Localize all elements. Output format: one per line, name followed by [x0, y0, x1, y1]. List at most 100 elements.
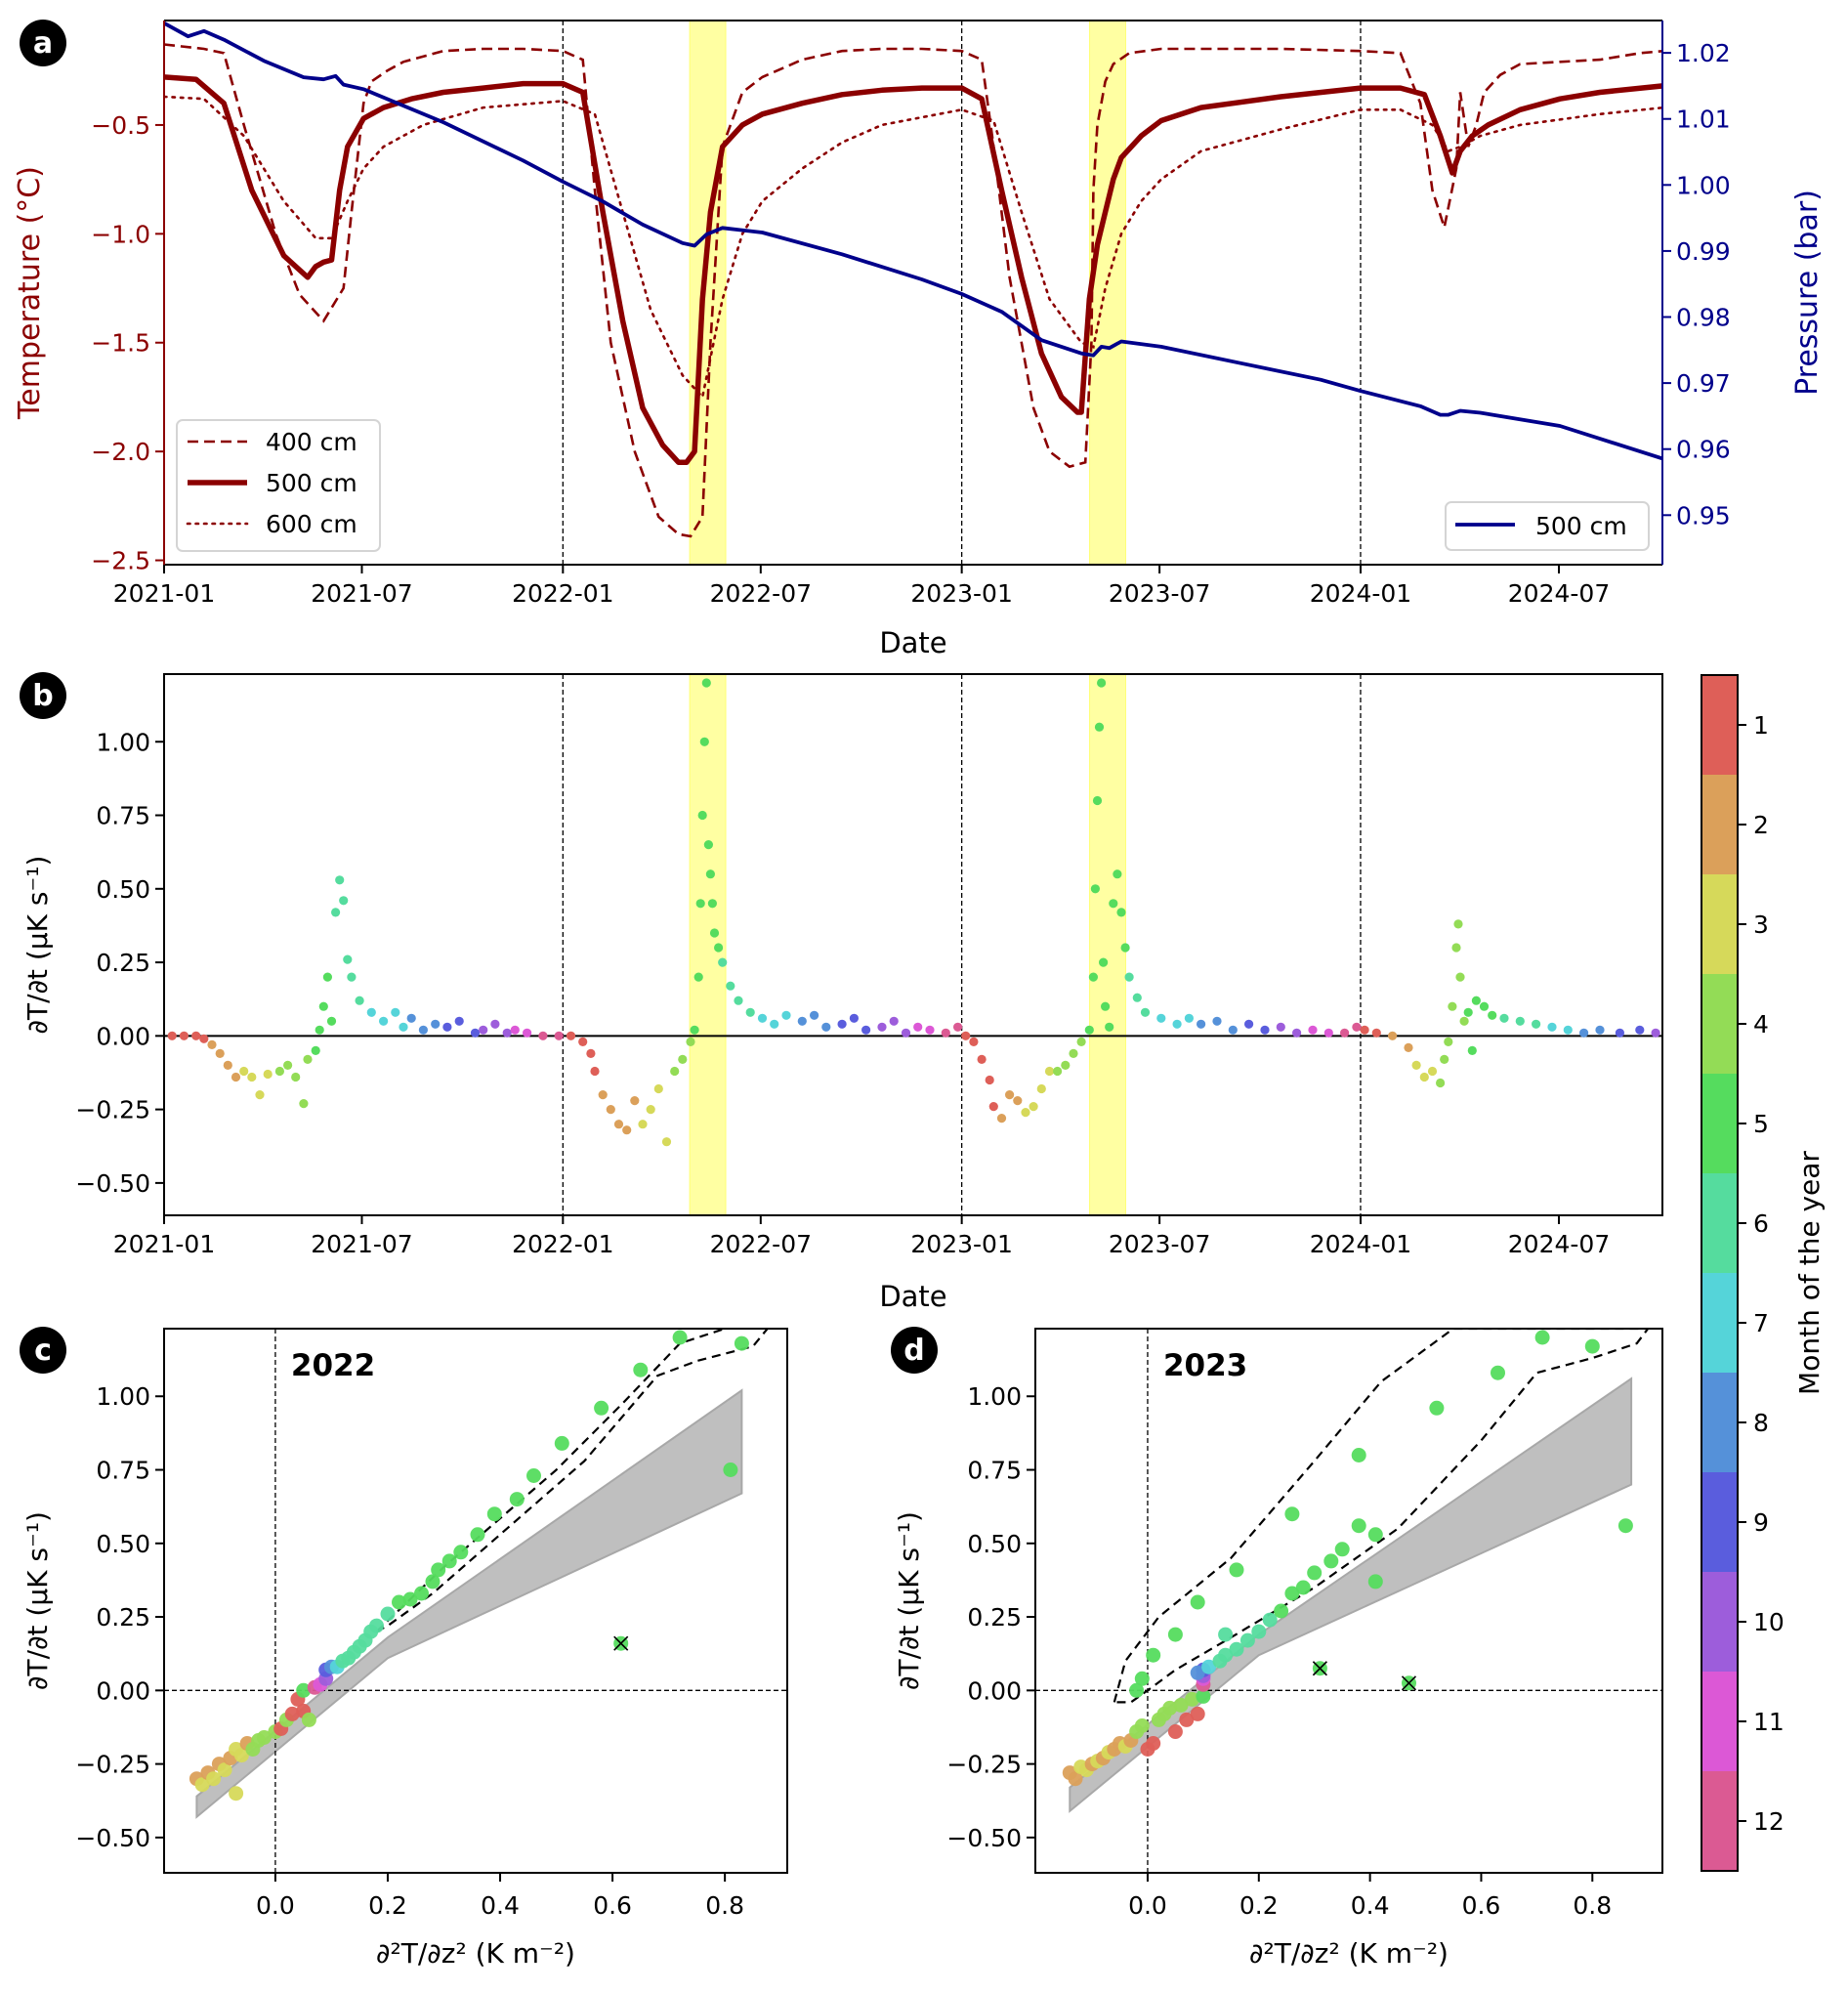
panel-year-title: 2023	[1163, 1348, 1247, 1383]
data-point	[1172, 1019, 1182, 1029]
model-uncertainty-band	[195, 1388, 743, 1819]
colorbar-tick-label: 11	[1753, 1708, 1785, 1736]
data-point	[1451, 943, 1461, 953]
legend-label: 600 cm	[266, 510, 357, 538]
data-point	[1499, 1013, 1509, 1023]
panel-label-badge	[20, 672, 66, 719]
data-point	[1094, 722, 1105, 732]
data-point	[690, 1025, 699, 1035]
x-tick-label: 0.2	[1239, 1891, 1279, 1920]
data-point	[339, 896, 349, 906]
data-point	[1260, 1025, 1270, 1035]
data-point	[1156, 1013, 1166, 1023]
y-tick-label: −0.50	[946, 1824, 1022, 1852]
data-point	[1116, 908, 1126, 917]
highlight-band	[1089, 673, 1126, 1216]
data-point	[1228, 1025, 1238, 1035]
data-point	[1201, 1659, 1217, 1674]
data-point	[1436, 1078, 1446, 1088]
y-tick-label: −0.5	[91, 111, 150, 140]
y-axis-label: ∂T/∂t (μK s⁻¹)	[21, 856, 54, 1035]
data-point	[486, 1506, 502, 1522]
data-point	[1579, 1028, 1589, 1038]
data-point	[1292, 1028, 1302, 1038]
data-point	[630, 1096, 640, 1106]
data-point	[889, 1016, 899, 1026]
data-point	[1534, 1330, 1550, 1345]
panel-year-title: 2022	[291, 1348, 375, 1383]
data-point	[1129, 1682, 1145, 1698]
y-tick-label-right: 0.96	[1676, 436, 1731, 464]
legend-box	[176, 419, 381, 552]
data-point	[194, 1777, 210, 1793]
data-point	[1134, 1671, 1150, 1686]
data-point	[1218, 1627, 1234, 1642]
data-point	[523, 1028, 532, 1038]
legend-temperature: 400 cm 500 cm 600 cm	[176, 419, 381, 552]
data-point	[638, 1120, 648, 1129]
data-point	[1076, 1037, 1086, 1046]
y-tick-label-right: 1.02	[1676, 39, 1731, 67]
data-point	[343, 954, 353, 964]
data-point	[318, 1001, 328, 1011]
data-point	[167, 1031, 177, 1040]
data-point	[734, 1335, 749, 1351]
data-point	[1088, 972, 1098, 982]
x-tick-label: 2021-07	[311, 579, 412, 608]
data-point	[697, 810, 707, 821]
data-point	[1463, 1007, 1473, 1017]
data-point	[718, 957, 728, 967]
data-point	[1455, 972, 1465, 982]
excluded-point-x-marker	[613, 1635, 629, 1651]
data-point	[969, 1037, 979, 1046]
panel-label: c	[34, 1334, 52, 1368]
data-point	[326, 1016, 337, 1026]
data-point	[1090, 884, 1100, 894]
y-axis-label: ∂T/∂t (μK s⁻¹)	[21, 1511, 54, 1690]
data-point	[849, 1013, 860, 1023]
colorbar-tick-label: 12	[1753, 1807, 1785, 1836]
data-point	[1005, 1090, 1015, 1100]
data-point	[331, 908, 341, 917]
x-tick-label: 2021-01	[113, 579, 215, 608]
data-point	[1212, 1016, 1222, 1026]
y-tick-label: 0.25	[96, 949, 150, 977]
y-tick-label: 0.25	[96, 1603, 150, 1632]
y-tick-label: 0.25	[967, 1603, 1022, 1632]
data-point	[1444, 1037, 1453, 1046]
data-point	[1453, 919, 1463, 929]
data-point	[301, 1712, 316, 1727]
data-point	[1488, 1010, 1497, 1020]
x-tick-label: 2022-01	[512, 579, 613, 608]
data-point	[653, 1083, 663, 1094]
colorbar-tick-label: 4	[1753, 1010, 1769, 1038]
y-tick-label-right: 0.97	[1676, 369, 1731, 398]
y-tick-label: −0.25	[75, 1096, 150, 1124]
data-point	[509, 1492, 525, 1507]
data-point	[526, 1468, 541, 1483]
data-point	[598, 1090, 608, 1100]
colorbar-tick-label: 7	[1753, 1309, 1769, 1337]
data-point	[953, 1022, 963, 1032]
x-axis-label: ∂²T/∂z² (K m⁻²)	[376, 1937, 575, 1970]
data-point	[1262, 1612, 1278, 1628]
y-tick-label: 0.50	[967, 1530, 1022, 1558]
data-point	[590, 1066, 600, 1077]
series-line-600cm-left	[164, 95, 1662, 401]
y-tick-label-right: 1.01	[1676, 106, 1731, 134]
data-point	[1295, 1580, 1311, 1595]
colorbar-tick-label: 8	[1753, 1409, 1769, 1437]
data-point	[399, 1022, 408, 1032]
data-point	[1427, 1066, 1438, 1077]
data-point	[1190, 1665, 1205, 1680]
data-point	[1547, 1022, 1557, 1032]
colorbar-segment-month-12	[1701, 1771, 1738, 1872]
data-point	[538, 1031, 548, 1040]
y-tick-label-right: 0.98	[1676, 304, 1731, 332]
data-point	[441, 1553, 457, 1569]
y-tick-label: −0.50	[75, 1824, 150, 1852]
y-tick-label: 0.00	[96, 1022, 150, 1050]
data-point	[1101, 1001, 1111, 1011]
colorbar-segment-month-3	[1701, 874, 1738, 975]
data-point	[1334, 1542, 1350, 1557]
